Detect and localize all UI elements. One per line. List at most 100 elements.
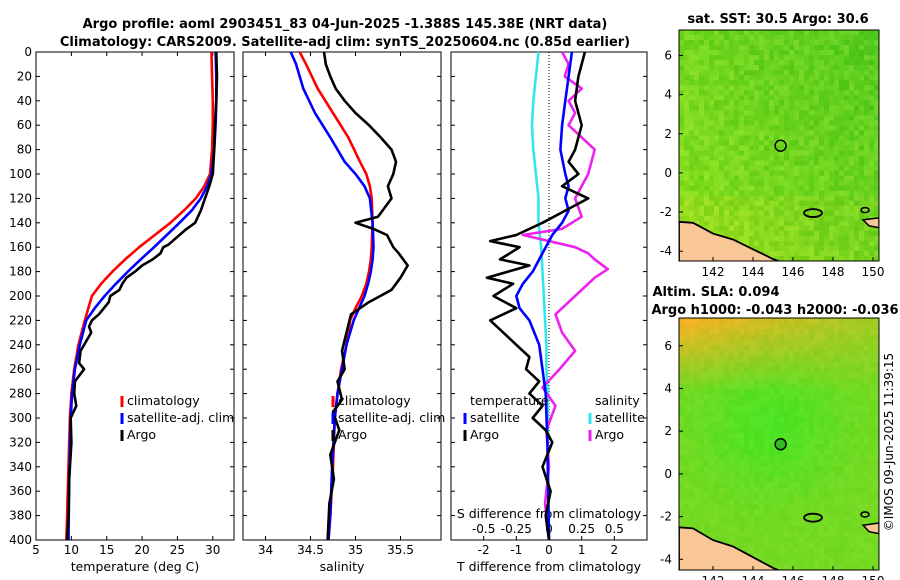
map-cell [749,498,755,505]
map-cell [719,185,725,192]
map-cell [779,487,785,494]
map-cell [839,105,845,111]
map-cell [794,235,800,242]
map-cell [739,85,745,91]
map-cell [814,225,820,232]
y-tick-label: 320 [9,435,32,449]
map-cell [709,465,715,472]
map-cell [864,175,870,182]
map-cell [779,433,785,440]
map-cell [769,422,775,429]
map-cell [874,564,879,570]
map-cell [809,55,815,61]
s-tick-label: -0.5 [472,522,495,536]
map-cell [719,115,725,121]
map-cell [689,155,695,162]
map-cell [749,125,755,132]
map-cell [799,449,805,456]
map-cell [694,185,700,192]
map-cell [794,553,800,560]
map-cell [814,245,820,252]
map-cell [864,95,870,101]
map-cell [859,465,865,472]
map-cell [859,345,865,352]
map-cell [834,328,840,336]
map-cell [854,444,860,451]
map-cell [839,255,845,261]
map-cell [859,110,865,116]
map-cell [764,200,770,207]
map-cell [694,515,700,522]
map-cell [834,498,840,505]
map-cell [689,515,695,522]
map-cell [869,323,875,330]
map-cell [874,405,879,412]
map-cell [759,427,765,434]
map-cell [819,548,825,555]
map-cell [754,542,760,549]
map-cell [779,471,785,478]
map-cell [864,200,870,207]
map-cell [709,383,715,390]
map-cell [834,240,840,247]
map-cell [769,526,775,533]
map-cell [709,449,715,456]
map-cell [824,35,830,41]
map-cell [804,190,810,197]
map-cell [829,531,835,538]
map-cell [689,80,695,86]
map-cell [714,90,720,96]
map-cell [819,383,825,390]
map-cell [804,422,810,429]
map-cell [864,160,870,167]
map-cell [774,356,780,363]
map-cell [799,564,805,570]
map-cell [834,230,840,237]
x-tick-label: 34 [258,543,273,557]
map-cell [859,394,865,401]
map-cell [689,215,695,222]
map-cell [774,318,780,325]
map-cell [679,130,685,137]
map-cell [864,405,870,412]
map-cell [834,444,840,451]
map-cell [789,185,795,192]
map-cell [804,130,810,137]
map-cell [844,389,850,396]
map-cell [734,80,740,86]
map-cell [729,383,735,390]
map-cell [794,85,800,91]
map-cell [799,345,805,352]
map-cell [684,378,690,385]
map-cell [854,553,860,560]
map-cell [744,80,750,86]
map-cell [854,515,860,522]
map-cell [819,339,825,346]
map-cell [744,367,750,374]
map-cell [744,165,750,172]
map-cell [849,378,855,385]
map-cell [874,367,879,374]
map-cell [784,195,790,202]
map-cell [814,155,820,162]
map-cell [689,323,695,330]
map-cell [804,323,810,330]
map-cell [739,345,745,352]
map-cell [759,553,765,560]
map-cell [714,350,720,357]
map-cell [809,200,815,207]
map-cell [759,165,765,172]
map-cell [769,55,775,61]
map-cell [709,215,715,222]
map-cell [744,405,750,412]
map-cell [809,416,815,423]
map-cell [749,465,755,472]
map-cell [779,220,785,227]
map-cell [779,215,785,222]
x-tick-label: 35.5 [387,543,414,557]
map-cell [719,135,725,142]
map-cell [834,433,840,440]
map-cell [839,40,845,46]
map-cell [839,498,845,505]
map-cell [744,416,750,423]
